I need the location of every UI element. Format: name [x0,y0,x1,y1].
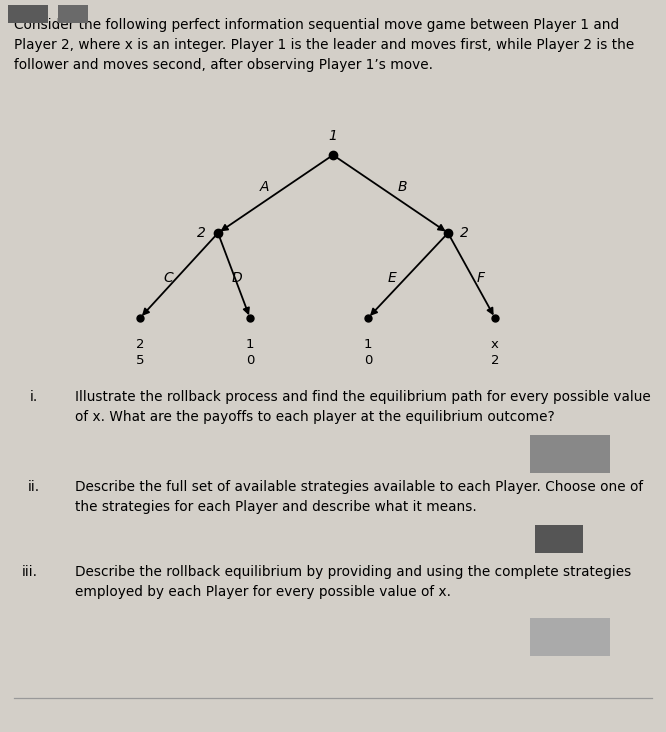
Text: C: C [163,271,173,285]
Bar [535,525,583,553]
Text: ii.: ii. [28,480,40,494]
Bar [58,5,88,23]
Bar [530,435,610,473]
Text: 1: 1 [246,338,254,351]
Text: D: D [232,271,242,285]
Text: 2: 2 [136,338,145,351]
Text: 1: 1 [364,338,372,351]
Text: F: F [477,271,485,285]
Text: Describe the full set of available strategies available to each Player. Choose o: Describe the full set of available strat… [75,480,643,514]
Text: 0: 0 [364,354,372,367]
Text: A: A [259,180,269,194]
Text: i.: i. [30,390,38,404]
Text: Describe the rollback equilibrium by providing and using the complete strategies: Describe the rollback equilibrium by pro… [75,565,631,599]
Text: 1: 1 [328,129,338,143]
Text: iii.: iii. [22,565,38,579]
Text: B: B [397,180,407,194]
Text: E: E [388,271,396,285]
Text: 0: 0 [246,354,254,367]
Text: 5: 5 [136,354,145,367]
Text: 2: 2 [460,226,469,240]
Text: x: x [491,338,499,351]
Text: Consider the following perfect information sequential move game between Player 1: Consider the following perfect informati… [14,18,634,72]
Text: 2: 2 [491,354,500,367]
Text: Illustrate the rollback process and find the equilibrium path for every possible: Illustrate the rollback process and find… [75,390,651,424]
Bar [530,618,610,656]
Bar [8,5,48,23]
Text: 2: 2 [197,226,206,240]
